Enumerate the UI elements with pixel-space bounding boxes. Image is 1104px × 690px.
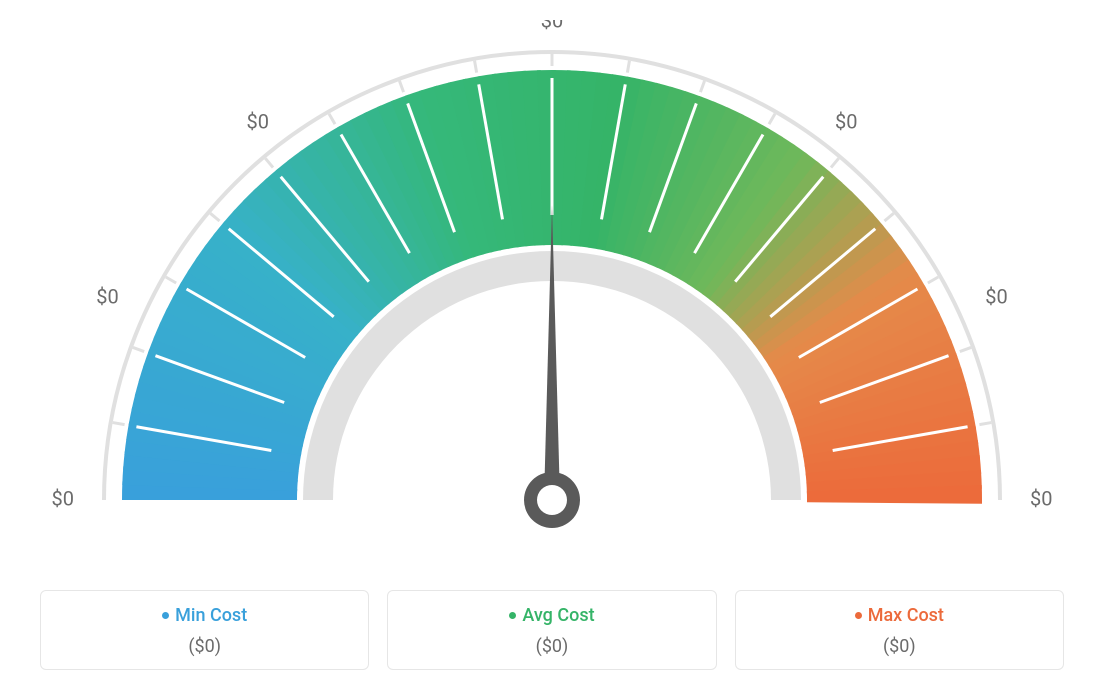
legend-value-max: ($0) [744, 636, 1055, 657]
legend-row: Min Cost ($0) Avg Cost ($0) Max Cost ($0… [40, 590, 1064, 670]
legend-label: Max Cost [868, 605, 944, 626]
legend-card-max: Max Cost ($0) [735, 590, 1064, 670]
gauge-label: $0 [1030, 486, 1052, 510]
dot-icon [855, 612, 862, 619]
gauge-label: $0 [52, 486, 74, 510]
dot-icon [162, 612, 169, 619]
gauge-needle [544, 205, 560, 500]
legend-label: Avg Cost [522, 605, 594, 626]
legend-label: Min Cost [175, 605, 247, 626]
legend-card-min: Min Cost ($0) [40, 590, 369, 670]
gauge-label: $0 [246, 110, 268, 134]
gauge-label: $0 [835, 110, 857, 134]
cost-gauge-panel: $0 $0 $0 $0 $0 $0 $0 Min Cost ($0) Avg Cost ($… [0, 0, 1104, 690]
legend-value-avg: ($0) [396, 636, 707, 657]
gauge-label: $0 [96, 284, 118, 308]
gauge-chart: $0 $0 $0 $0 $0 $0 $0 [42, 20, 1062, 550]
legend-value-min: ($0) [49, 636, 360, 657]
legend-title-avg: Avg Cost [396, 605, 707, 626]
gauge-label: $0 [985, 284, 1007, 308]
legend-title-min: Min Cost [49, 605, 360, 626]
gauge-svg: $0 $0 $0 $0 $0 $0 $0 [42, 20, 1062, 550]
gauge-label: $0 [541, 20, 563, 32]
dot-icon [509, 612, 516, 619]
legend-card-avg: Avg Cost ($0) [387, 590, 716, 670]
legend-title-max: Max Cost [744, 605, 1055, 626]
